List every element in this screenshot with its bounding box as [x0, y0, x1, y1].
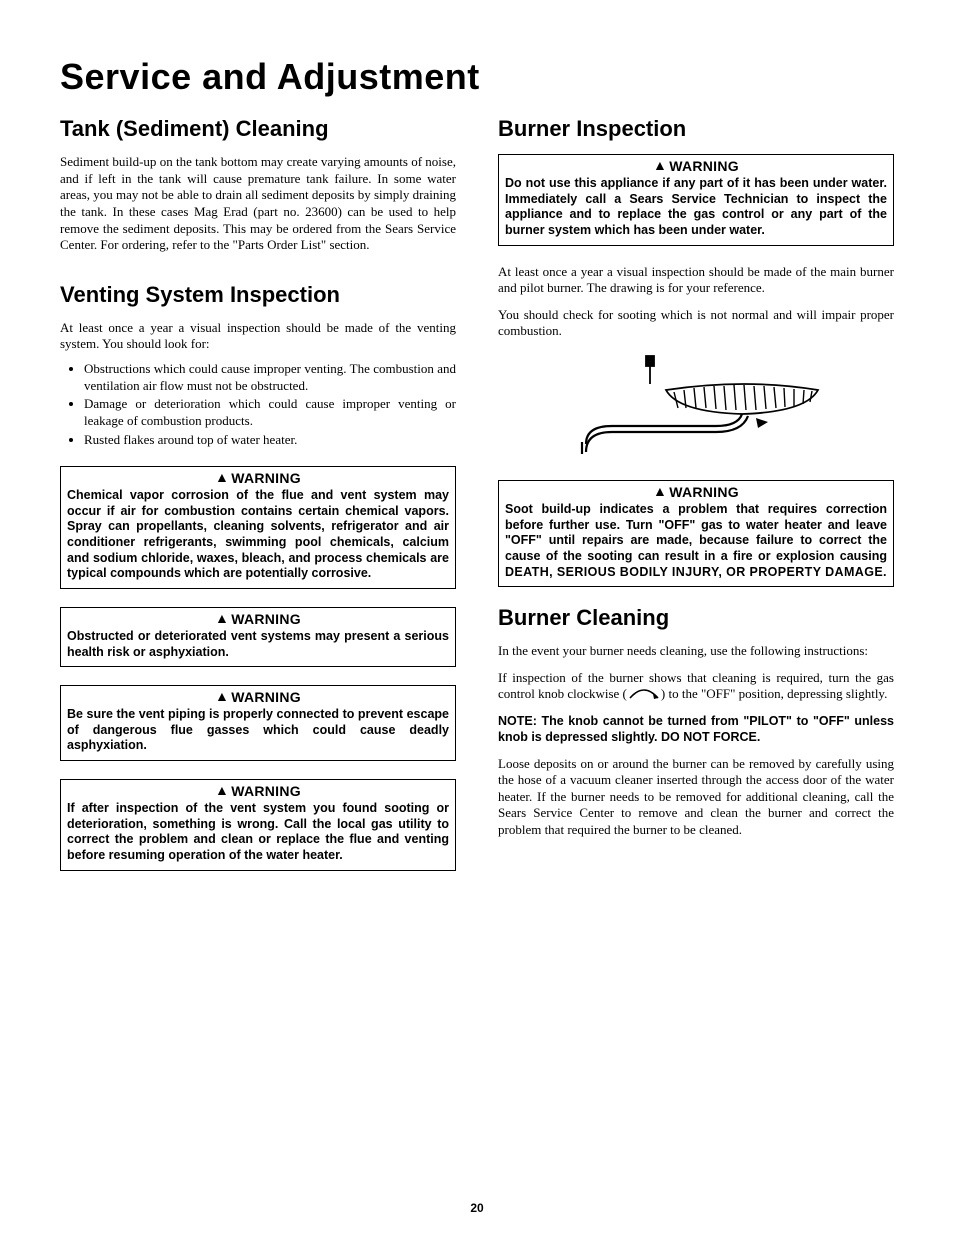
two-column-layout: Tank (Sediment) Cleaning Sediment build-… [60, 110, 894, 885]
warning-soot-text: Soot build-up indicates a problem that r… [505, 502, 887, 563]
burner-diagram-icon [566, 352, 826, 462]
cleaning-para-2: If inspection of the burner shows that c… [498, 670, 894, 703]
clockwise-arc-icon [627, 686, 661, 700]
warning-heading: ▲WARNING [61, 608, 455, 629]
inspection-para-1: At least once a year a visual inspection… [498, 264, 894, 297]
warning-box-soot-buildup: ▲WARNING Soot build-up indicates a probl… [498, 480, 894, 587]
warning-box-chemical-vapor: ▲WARNING Chemical vapor corrosion of the… [60, 466, 456, 589]
warning-box-vent-piping: ▲WARNING Be sure the vent piping is prop… [60, 685, 456, 761]
warning-soot-strong: DEATH, SERIOUS BODILY INJURY, OR PROPERT… [505, 565, 887, 579]
warning-heading: ▲WARNING [61, 780, 455, 801]
warning-triangle-icon: ▲ [215, 469, 229, 485]
warning-label: WARNING [231, 470, 301, 486]
burner-inspection-heading: Burner Inspection [498, 116, 894, 142]
warning-body-obstructed: Obstructed or deteriorated vent systems … [61, 629, 455, 666]
venting-heading: Venting System Inspection [60, 282, 456, 308]
venting-bullet-list: Obstructions which could cause improper … [60, 361, 456, 448]
warning-label: WARNING [231, 611, 301, 627]
right-column: Burner Inspection ▲WARNING Do not use th… [498, 110, 894, 885]
cleaning-para-2b: ) to the "OFF" position, depressing slig… [661, 686, 887, 701]
warning-triangle-icon: ▲ [653, 483, 667, 499]
cleaning-para-1: In the event your burner needs cleaning,… [498, 643, 894, 660]
warning-body-piping: Be sure the vent piping is properly conn… [61, 707, 455, 760]
warning-triangle-icon: ▲ [215, 782, 229, 798]
burner-cleaning-heading: Burner Cleaning [498, 605, 894, 631]
warning-triangle-icon: ▲ [653, 157, 667, 173]
page-number: 20 [0, 1201, 954, 1215]
warning-heading: ▲WARNING [499, 155, 893, 176]
warning-box-under-water: ▲WARNING Do not use this appliance if an… [498, 154, 894, 246]
venting-bullet-3: Rusted flakes around top of water heater… [84, 432, 456, 449]
warning-heading: ▲WARNING [499, 481, 893, 502]
venting-bullet-2: Damage or deterioration which could caus… [84, 396, 456, 429]
warning-body-chemical: Chemical vapor corrosion of the flue and… [61, 488, 455, 588]
warning-box-sooting: ▲WARNING If after inspection of the vent… [60, 779, 456, 871]
warning-box-obstructed: ▲WARNING Obstructed or deteriorated vent… [60, 607, 456, 667]
warning-label: WARNING [231, 689, 301, 705]
warning-triangle-icon: ▲ [215, 610, 229, 626]
cleaning-para-3: Loose deposits on or around the burner c… [498, 756, 894, 839]
page-title: Service and Adjustment [60, 56, 894, 98]
tank-cleaning-paragraph: Sediment build-up on the tank bottom may… [60, 154, 456, 254]
left-column: Tank (Sediment) Cleaning Sediment build-… [60, 110, 456, 885]
warning-body-sooting: If after inspection of the vent system y… [61, 801, 455, 870]
warning-triangle-icon: ▲ [215, 688, 229, 704]
warning-heading: ▲WARNING [61, 467, 455, 488]
warning-heading: ▲WARNING [61, 686, 455, 707]
warning-label: WARNING [669, 484, 739, 500]
warning-label: WARNING [669, 158, 739, 174]
warning-label: WARNING [231, 783, 301, 799]
tank-cleaning-heading: Tank (Sediment) Cleaning [60, 116, 456, 142]
warning-body-soot-buildup: Soot build-up indicates a problem that r… [499, 502, 893, 586]
venting-bullet-1: Obstructions which could cause improper … [84, 361, 456, 394]
venting-intro: At least once a year a visual inspection… [60, 320, 456, 353]
warning-body-under-water: Do not use this appliance if any part of… [499, 176, 893, 245]
inspection-para-2: You should check for sooting which is no… [498, 307, 894, 340]
cleaning-note: NOTE: The knob cannot be turned from "PI… [498, 713, 894, 746]
